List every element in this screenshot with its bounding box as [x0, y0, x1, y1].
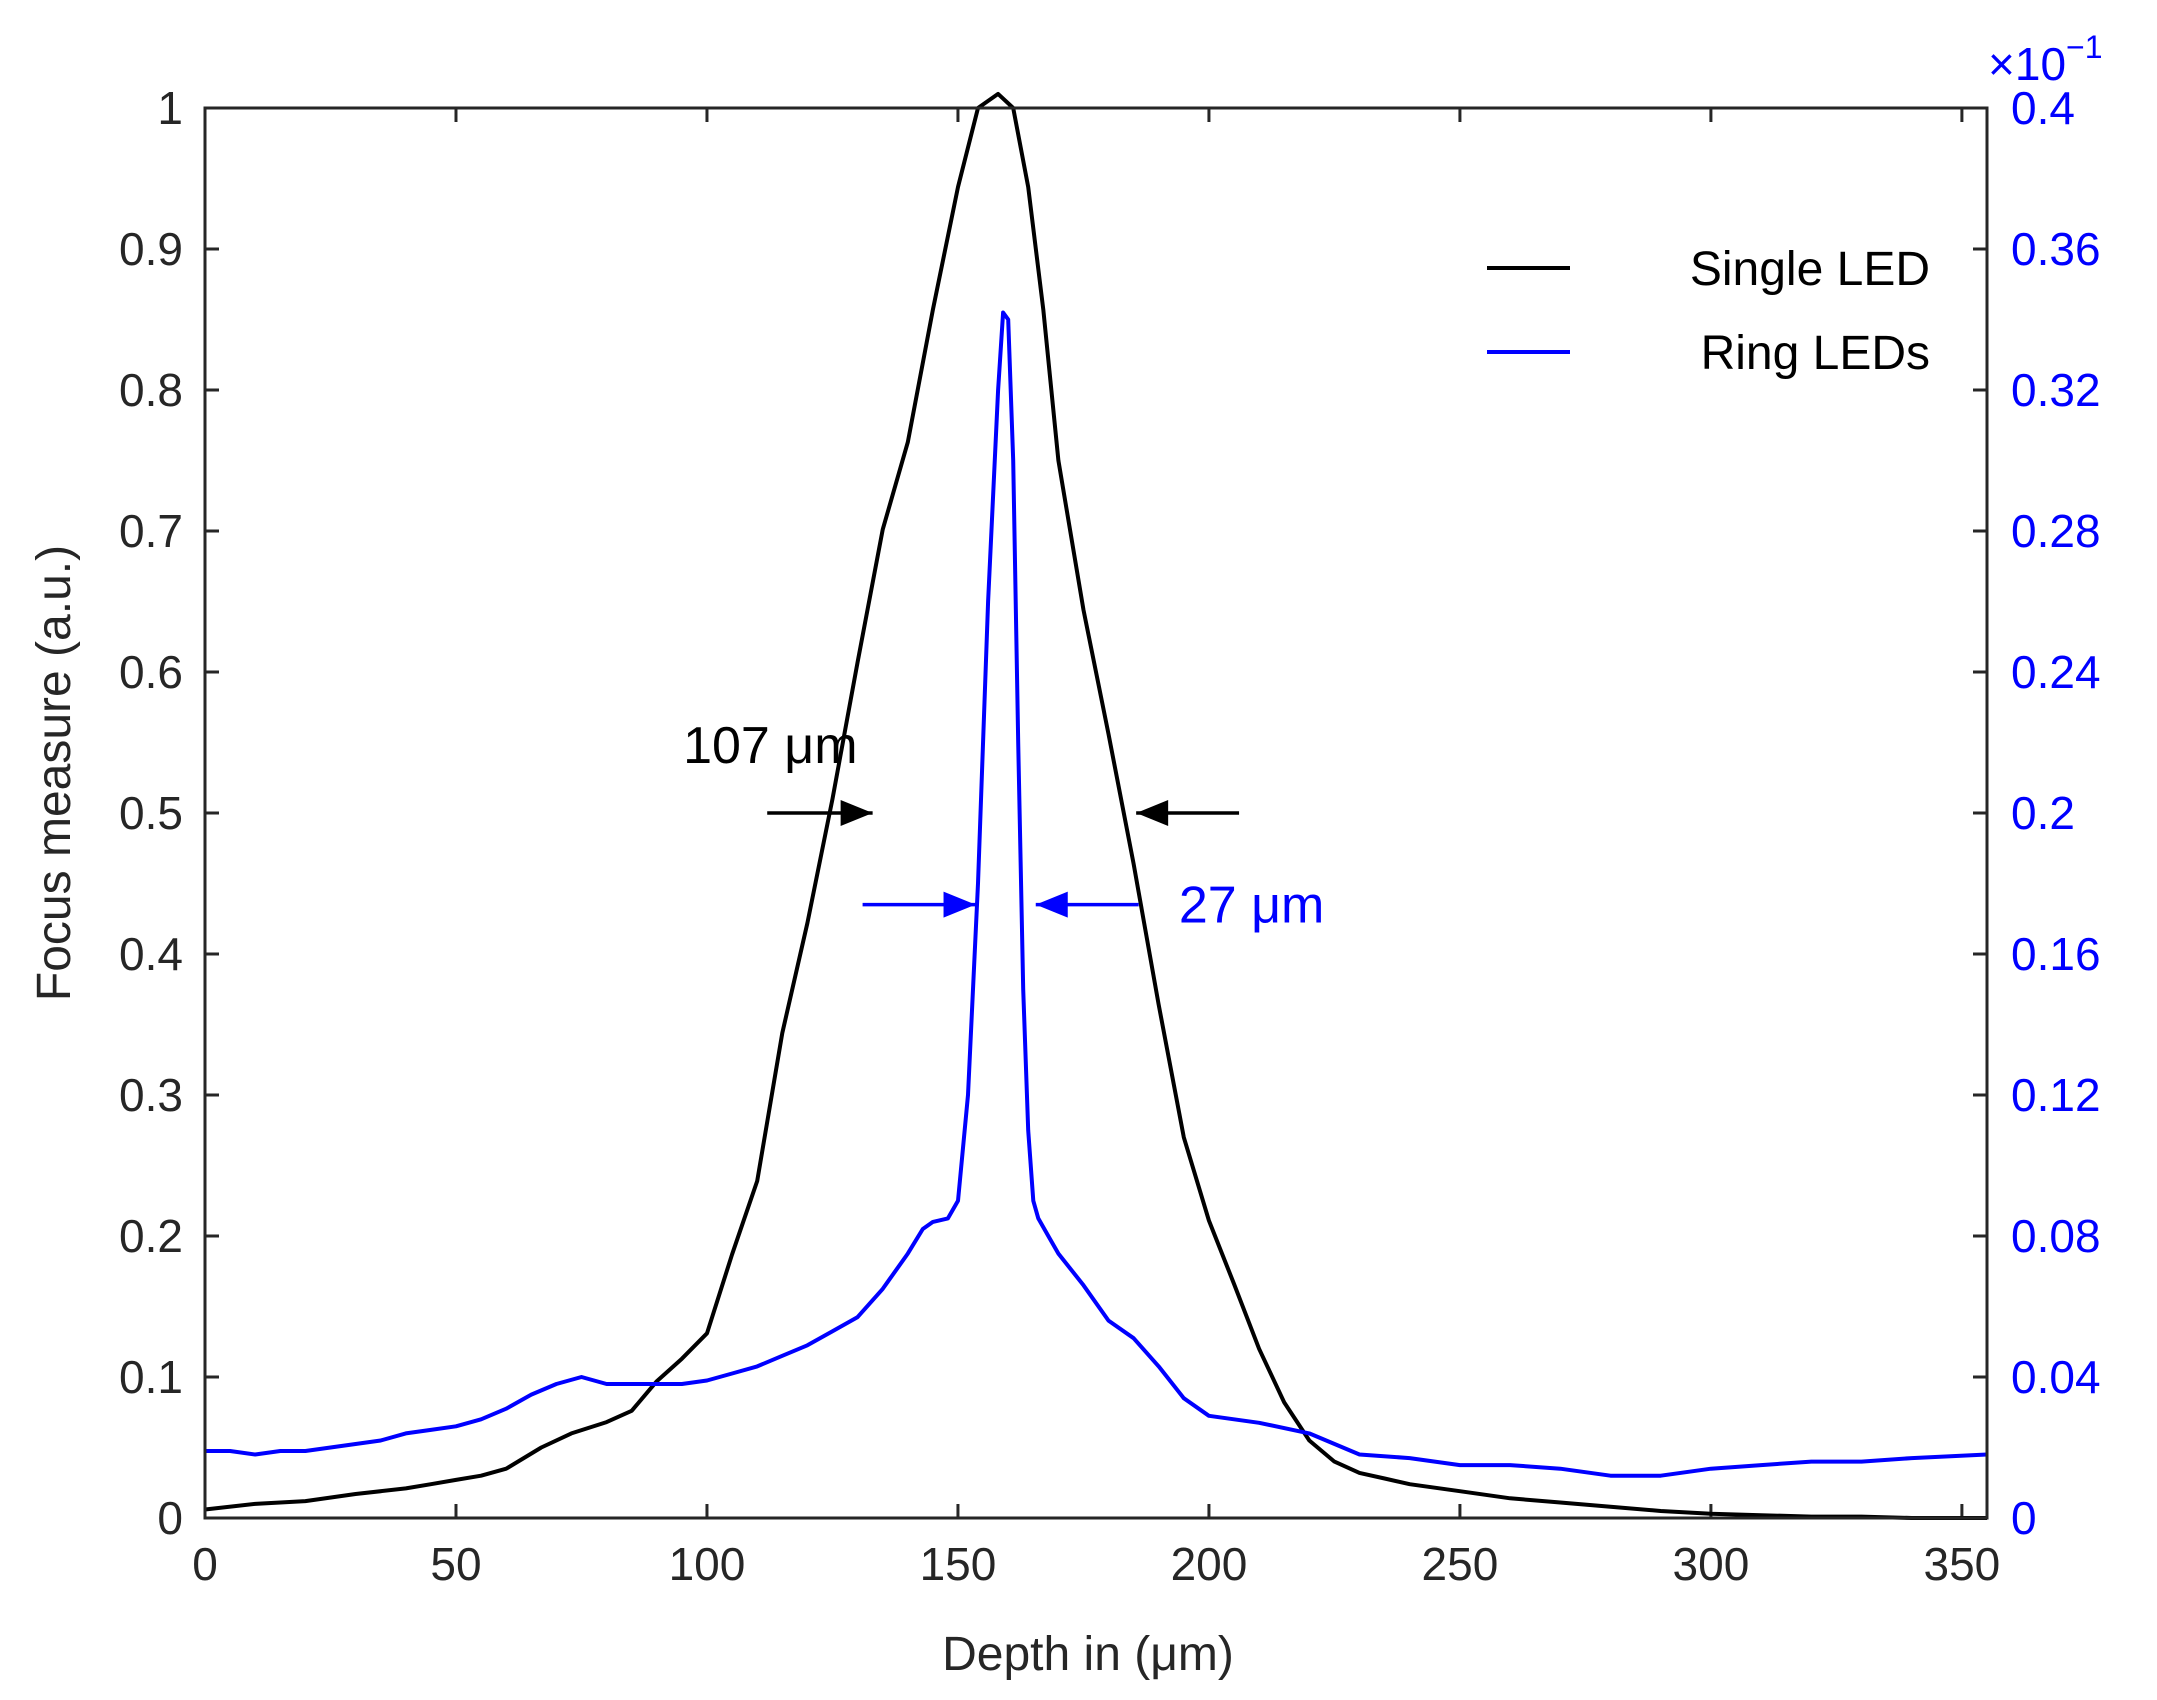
y2-tick-label: 0.2 — [2011, 787, 2075, 839]
x-tick-label: 50 — [430, 1538, 481, 1590]
ring-fwhm-arrow-left-head — [943, 891, 976, 918]
annotation-layer: 107 μm 27 μm — [683, 717, 1324, 935]
plot-frame — [203, 106, 1989, 1520]
y-tick-label: 0.9 — [119, 223, 183, 275]
y2-tick-label: 0.32 — [2011, 364, 2101, 416]
x-tick-label: 100 — [669, 1538, 746, 1590]
y-tick-label: 0.8 — [119, 364, 183, 416]
single-fwhm-arrow-right-head — [1136, 800, 1169, 826]
series-layer — [204, 91, 1988, 1520]
y2-tick-label: 0.04 — [2011, 1351, 2101, 1403]
y-tick-label: 0.6 — [119, 646, 183, 698]
y-tick-label: 0.4 — [119, 928, 183, 980]
y-tick-label: 0.7 — [119, 505, 183, 557]
x-tick-label: 150 — [920, 1538, 997, 1590]
x-tick-label: 350 — [1924, 1538, 2001, 1590]
y2-tick-label: 0.24 — [2011, 646, 2101, 698]
y-tick-label: 1 — [157, 82, 183, 134]
y-axis-label: Focus measure (a.u.) — [28, 545, 81, 1001]
y-tick-label: 0.5 — [119, 787, 183, 839]
x-tick-label: 0 — [192, 1538, 218, 1590]
y2-tick-label: 0.12 — [2011, 1069, 2101, 1121]
legend-label: Ring LEDs — [1701, 327, 1930, 380]
y2-tick-label: 0.36 — [2011, 223, 2101, 275]
legend-label: Single LED — [1690, 243, 1930, 296]
y2-tick-label: 0.28 — [2011, 505, 2101, 557]
y2-exponent-power: −1 — [2066, 29, 2102, 65]
ring-fwhm-label: 27 μm — [1179, 877, 1325, 935]
ring-fwhm-arrow-right-head — [1035, 891, 1068, 918]
x-tick-label: 300 — [1673, 1538, 1750, 1590]
y2-tick-label: 0.4 — [2011, 82, 2075, 134]
x-axis-label: Depth in (μm) — [942, 1628, 1234, 1681]
legend: Single LED Ring LEDs — [1487, 243, 1930, 380]
y2-tick-label: 0.08 — [2011, 1210, 2101, 1262]
single-fwhm-arrow-left-head — [840, 800, 873, 826]
y-tick-label: 0.2 — [119, 1210, 183, 1262]
single-fwhm-label: 107 μm — [683, 717, 857, 775]
x-tick-label: 250 — [1422, 1538, 1499, 1590]
series-line-ring-leds — [205, 310, 1988, 1478]
y-tick-label: 0.1 — [119, 1351, 183, 1403]
y2-exponent-base: ×10 — [1988, 38, 2066, 90]
y-tick-label: 0 — [157, 1492, 183, 1544]
x-tick-label: 200 — [1171, 1538, 1248, 1590]
y2-tick-label: 0 — [2011, 1492, 2037, 1544]
y2-exponent-label: ×10−1 — [1988, 29, 2103, 90]
y2-tick-label: 0.16 — [2011, 928, 2101, 980]
ticks-layer: 0 50 100 150 200 250 300 35000.10.20.30.40.50.6… — [119, 82, 2100, 1590]
y-tick-label: 0.3 — [119, 1069, 183, 1121]
